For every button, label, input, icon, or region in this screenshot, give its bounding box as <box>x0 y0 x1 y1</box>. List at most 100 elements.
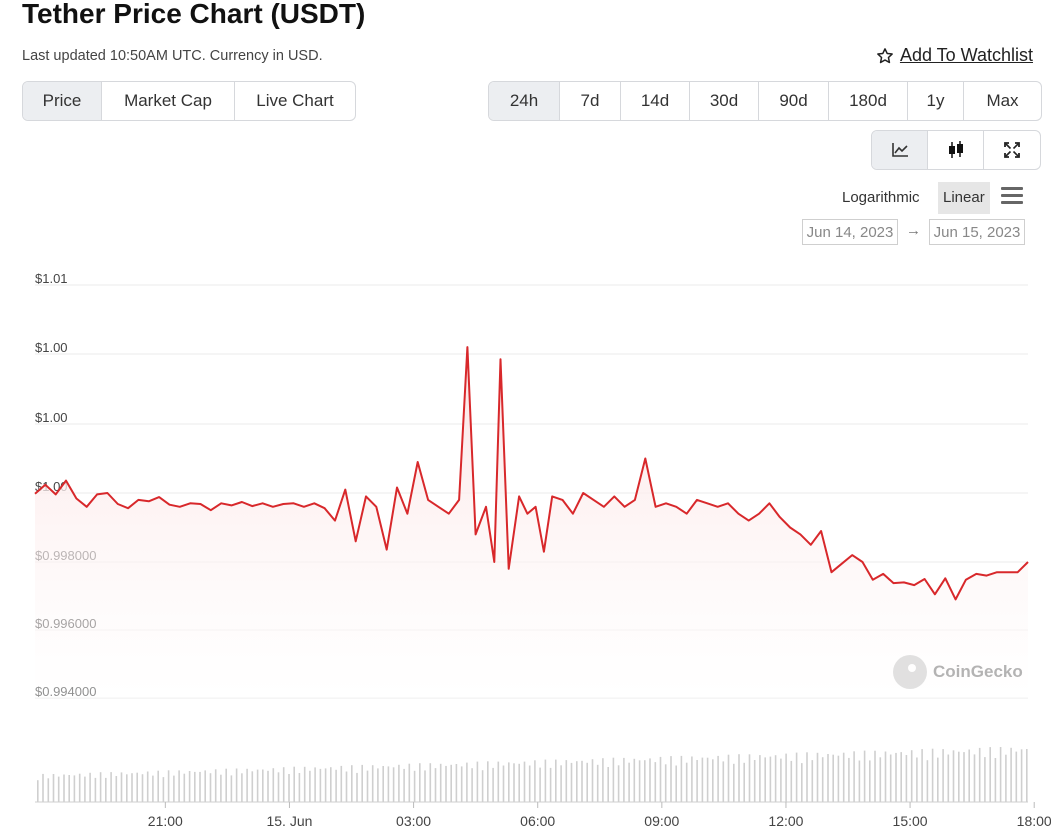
volume-bar <box>602 758 604 802</box>
volume-bar <box>544 759 547 802</box>
volume-bar <box>204 770 206 802</box>
volume-bar <box>178 770 180 802</box>
volume-bar <box>403 768 405 802</box>
volume-bar <box>1010 747 1012 802</box>
price-line <box>34 346 1029 601</box>
volume-bar <box>680 755 683 802</box>
volume-bar <box>764 757 766 802</box>
volume-bar <box>649 758 651 802</box>
volume-bar <box>869 760 871 802</box>
volume-bar <box>282 767 285 802</box>
volume-bar <box>1026 749 1028 802</box>
volume-bar <box>848 757 850 802</box>
volume-bar <box>288 774 290 802</box>
y-tick-label: $1.00 <box>35 410 68 425</box>
candlestick-button[interactable] <box>928 131 984 169</box>
chart-tools <box>871 130 1041 170</box>
volume-bar <box>434 768 437 802</box>
volume-bar <box>999 747 1002 802</box>
date-to-input[interactable]: Jun 15, 2023 <box>929 219 1025 245</box>
range-30d[interactable]: 30d <box>690 82 759 120</box>
volume-bar <box>607 767 609 802</box>
volume-bar <box>984 757 986 802</box>
volume-bar <box>424 770 426 802</box>
volume-bar <box>874 750 876 802</box>
volume-bar <box>508 762 510 802</box>
range-14d[interactable]: 14d <box>621 82 690 120</box>
volume-bar <box>795 752 798 802</box>
volume-bar <box>759 755 761 802</box>
tab-market-cap[interactable]: Market Cap <box>102 82 235 120</box>
x-tick-label: 09:00 <box>644 813 679 829</box>
x-tick-label: 15. Jun <box>266 813 312 829</box>
volume-bar <box>612 757 615 802</box>
volume-bar <box>774 755 777 802</box>
volume-bar <box>644 760 646 802</box>
y-tick-label: $1.00 <box>35 340 68 355</box>
volume-bar <box>481 770 484 802</box>
volume-bar <box>445 765 447 802</box>
volume-bar <box>460 766 463 802</box>
volume-bar <box>816 752 819 802</box>
volume-bar <box>633 758 636 802</box>
volume-bar <box>267 770 269 802</box>
tab-live-chart[interactable]: Live Chart <box>256 91 334 110</box>
volume-bar <box>659 756 662 802</box>
volume-bar <box>884 751 887 802</box>
volume-bar <box>115 776 118 802</box>
volume-bar <box>801 763 803 802</box>
range-tabs: 24h 7d 14d 30d 90d 180d 1y Max <box>488 81 1042 121</box>
tab-price[interactable]: Price <box>23 82 102 120</box>
x-tick-label: 15:00 <box>893 813 928 829</box>
volume-bar <box>502 765 505 802</box>
volume-bar <box>963 752 965 802</box>
volume-bar <box>879 757 882 802</box>
volume-bar <box>345 771 348 802</box>
volume-bar <box>628 762 630 802</box>
volume-bar <box>455 764 458 802</box>
volume-bar <box>272 768 275 802</box>
add-to-watchlist-link[interactable]: Add To Watchlist <box>876 45 1033 66</box>
volume-bar <box>973 754 976 802</box>
scale-logarithmic[interactable]: Logarithmic <box>842 189 920 206</box>
volume-bar <box>157 770 159 802</box>
volume-bar <box>120 772 123 802</box>
volume-bar <box>722 761 725 802</box>
last-updated-text: Last updated 10:50AM UTC. Currency in US… <box>22 48 323 64</box>
line-chart-button[interactable] <box>872 131 928 169</box>
volume-bar <box>330 767 332 802</box>
range-90d[interactable]: 90d <box>759 82 829 120</box>
volume-bar <box>84 776 86 802</box>
volume-bar <box>586 762 588 802</box>
volume-bar <box>78 773 81 802</box>
volume-bar <box>408 763 411 802</box>
range-24h[interactable]: 24h <box>489 82 560 120</box>
volume-bar <box>199 771 201 802</box>
volume-bar <box>277 772 280 802</box>
volume-bar <box>235 768 238 802</box>
fullscreen-button[interactable] <box>984 131 1040 169</box>
range-1y[interactable]: 1y <box>908 82 964 120</box>
volume-bar <box>931 748 934 802</box>
scale-linear[interactable]: Linear <box>938 182 990 214</box>
date-from-input[interactable]: Jun 14, 2023 <box>802 219 898 245</box>
volume-bar <box>335 769 337 802</box>
range-180d[interactable]: 180d <box>829 82 908 120</box>
volume-bar <box>73 775 76 802</box>
volume-bar <box>942 749 944 802</box>
volume-bar <box>225 768 227 802</box>
candlestick-icon <box>948 141 963 158</box>
volume-bar <box>926 760 929 802</box>
volume-bar <box>141 774 144 802</box>
volume-bar <box>251 771 254 802</box>
volume-bar <box>811 760 814 802</box>
chart-menu-button[interactable] <box>1001 187 1023 208</box>
volume-bar <box>230 775 233 802</box>
volume-bar <box>863 750 866 802</box>
volume-bar <box>895 752 897 802</box>
volume-bar <box>413 770 416 802</box>
range-max[interactable]: Max <box>986 91 1019 110</box>
volume-bar <box>136 772 138 802</box>
range-7d[interactable]: 7d <box>560 82 621 120</box>
star-icon <box>877 47 893 63</box>
